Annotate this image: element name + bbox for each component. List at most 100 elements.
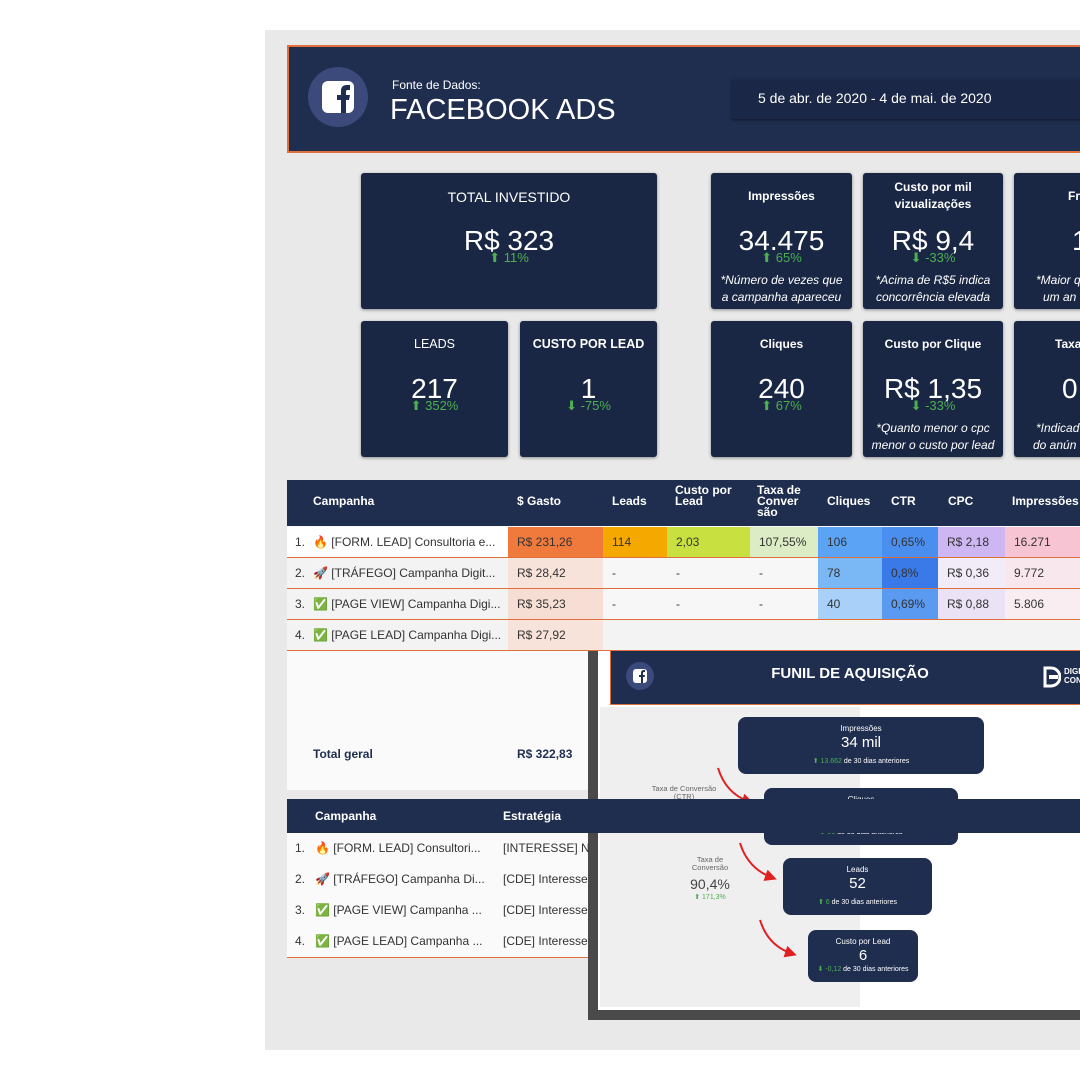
stage-change-line: ⬆ 13.662 de 30 dias anteriores: [738, 757, 984, 765]
table-cell: -: [603, 589, 667, 619]
table-cell: -: [667, 558, 750, 588]
table-cell: -: [750, 558, 818, 588]
table-cell: 0,8%: [882, 558, 938, 588]
source-label: Fonte de Dados:: [392, 78, 481, 92]
kpi-change: ⬇ -33%: [910, 398, 956, 413]
table-cell: -: [603, 558, 667, 588]
kpi-change: ⬆ 65%: [761, 250, 802, 265]
table-cell: 106: [818, 527, 882, 557]
kpi-value: R$ 1,35: [883, 373, 983, 404]
kpi-card: CUSTO POR LEAD 1 ⬇ -75%: [520, 321, 657, 457]
campaign-name: 🚀 [TRÁFEGO] Campanha Digit...: [313, 566, 496, 580]
kpi-value: 1: [580, 373, 597, 404]
table-cell: R$ 28,42: [508, 558, 603, 588]
strategy: [CDE] Interesse: [503, 934, 588, 948]
kpi-card: Impressões 34.475 ⬆ 65% *Número de vezes qu…: [711, 173, 852, 309]
column-header: CPC: [948, 494, 974, 508]
column-header: Estratégia: [503, 809, 562, 823]
table-header: [287, 480, 1080, 526]
kpi-note: *Maior q: [1036, 273, 1080, 287]
kpi-change: ⬇ -75%: [566, 398, 611, 413]
logo-icon: [1043, 666, 1061, 688]
rate-value: 90,4%: [690, 876, 730, 892]
date-box: [732, 80, 1080, 119]
table-cell: -: [667, 589, 750, 619]
kpi-note: concorrência elevada: [875, 290, 991, 304]
row-index: 3.: [295, 903, 306, 917]
stage-value: 52: [849, 875, 866, 892]
campaign-name: 🔥 [FORM. LEAD] Consultoria e...: [313, 535, 496, 549]
kpi-label: CUSTO POR LEAD: [532, 337, 645, 351]
kpi-label: Impressões: [748, 189, 815, 203]
row-index: 2.: [295, 566, 306, 580]
column-header: Campanha: [315, 809, 377, 823]
kpi-card: Taxa 0, *Indicad do anún: [1014, 321, 1080, 457]
funnel-facebook-icon: [626, 662, 654, 690]
table-cell: 114: [603, 527, 667, 557]
stage-change: ⬇ -0,12: [817, 966, 842, 973]
row-index: 4.: [295, 934, 306, 948]
funnel-header-bar: [610, 645, 1080, 705]
total-label: Total geral: [313, 747, 373, 761]
campaign-name: ✅ [PAGE LEAD] Campanha ...: [315, 934, 483, 948]
kpi-value: R$ 323: [463, 225, 555, 256]
campaign-name: 🚀 [TRÁFEGO] Campanha Di...: [315, 872, 485, 886]
table-cell: 5.806: [1005, 589, 1080, 619]
table-cell: R$ 231,26: [508, 527, 603, 557]
campaign-name: ✅ [PAGE VIEW] Campanha ...: [315, 903, 482, 917]
table-cell: R$ 0,36: [938, 558, 1005, 588]
table-cell: 2,03: [667, 527, 750, 557]
kpi-label: Taxa: [1055, 337, 1080, 351]
stage-comparison: de 30 dias anteriores: [841, 966, 909, 973]
kpi-card: Fr 1 *Maior q um an: [1014, 173, 1080, 309]
kpi-card: LEADS 217 ⬆ 352%: [361, 321, 508, 457]
table-cell: 78: [818, 558, 882, 588]
facebook-icon: [308, 67, 368, 127]
kpi-label: Cliques: [759, 337, 804, 351]
funnel-stage: Custo por Lead 6 ⬇ -0,12 de 30 dias anteri…: [808, 930, 918, 982]
funnel-stage: Impressões 34 mil ⬆ 13.662 de 30 dias ante…: [738, 717, 984, 774]
source-name: FACEBOOK ADS: [390, 94, 616, 126]
stage-change: ⬆ 6: [817, 899, 830, 906]
table-header: [287, 799, 1080, 833]
kpi-card: Custo por Clique R$ 1,35 ⬇ -33% *Quanto men…: [863, 321, 1003, 457]
kpi-change: ⬇ -33%: [910, 250, 956, 265]
kpi-value: 0,: [1062, 373, 1080, 404]
kpi-label: TOTAL INVESTIDO: [447, 189, 571, 205]
column-header: Leads: [612, 494, 647, 508]
logo-text: CONCE: [1064, 676, 1080, 685]
strategy: [CDE] Interesse: [503, 903, 588, 917]
kpi-value: 1: [1072, 225, 1080, 256]
table-cell: 9.772: [1005, 558, 1080, 588]
campaign-name: ✅ [PAGE VIEW] Campanha Digi...: [313, 597, 501, 611]
kpi-note: *Indicad: [1036, 421, 1080, 435]
logo-text: DIGITA: [1064, 667, 1080, 676]
column-header: Custo por Lead: [675, 483, 732, 508]
row-index: 1.: [295, 841, 306, 855]
kpi-value: 217: [411, 373, 458, 404]
stage-comparison: de 30 dias anteriores: [829, 899, 898, 906]
kpi-note: um an: [1043, 290, 1077, 304]
kpi-note: *Acima de R$5 indica: [875, 273, 991, 287]
table-cell: 0,69%: [882, 589, 938, 619]
row-index: 1.: [295, 535, 306, 549]
kpi-value: 240: [758, 373, 805, 404]
table-cell: 40: [818, 589, 882, 619]
table-cell: 0,65%: [882, 527, 938, 557]
funnel-stage: Leads 52 ⬆ 6 de 30 dias anteriores: [783, 858, 932, 915]
strategy: [INTERESSE] N: [503, 841, 590, 855]
kpi-note: do anún: [1033, 438, 1077, 452]
stage-label: Custo por Lead: [835, 937, 891, 946]
kpi-value: R$ 9,4: [891, 225, 975, 256]
kpi-card: Custo por mil vizualizações R$ 9,4 ⬇ -33% *…: [863, 173, 1003, 309]
stage-value: 6: [858, 947, 868, 964]
kpi-note: *Quanto menor o cpc: [876, 421, 990, 435]
date-range: 5 de abr. de 2020 - 4 de mai. de 2020: [758, 90, 992, 106]
column-header: Campanha: [313, 494, 375, 508]
total-value: R$ 322,83: [517, 747, 573, 761]
kpi-label: Custo por Clique: [884, 337, 982, 351]
table-row: [287, 620, 1080, 651]
kpi-note: menor o custo por lead: [871, 438, 995, 452]
table-cell: 107,55%: [750, 527, 818, 557]
